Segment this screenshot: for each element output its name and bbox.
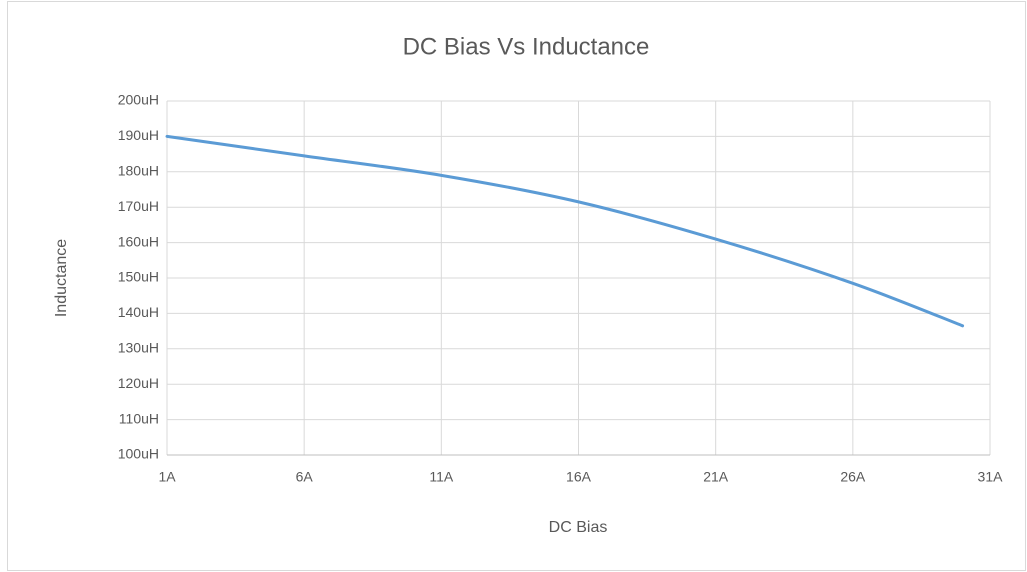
data-line [165, 134, 965, 328]
y-tick-label: 130uH [118, 340, 159, 356]
y-tick-label: 180uH [118, 163, 159, 179]
y-tick-label: 190uH [118, 127, 159, 143]
x-tick-label: 6A [296, 469, 314, 485]
y-tick-label: 140uH [118, 304, 159, 320]
y-tick-label: 120uH [118, 375, 159, 391]
x-tick-label: 26A [840, 469, 866, 485]
y-tick-label: 100uH [118, 446, 159, 462]
x-axis-title: DC Bias [549, 519, 608, 536]
x-tick-label: 21A [703, 469, 729, 485]
chart-border [7, 1, 1026, 571]
y-tick-label: 160uH [118, 233, 159, 249]
y-tick-label: 170uH [118, 198, 159, 214]
x-tick-label: 1A [158, 469, 176, 485]
chart-title: DC Bias Vs Inductance [403, 33, 650, 60]
y-tick-label: 200uH [118, 92, 159, 108]
x-tick-label: 11A [429, 469, 454, 485]
x-tick-label: 31A [978, 469, 1004, 485]
x-tick-label: 16A [566, 469, 592, 485]
y-axis-title: Inductance [53, 239, 70, 317]
y-tick-label: 110uH [119, 410, 159, 426]
y-tick-label: 150uH [118, 269, 159, 285]
